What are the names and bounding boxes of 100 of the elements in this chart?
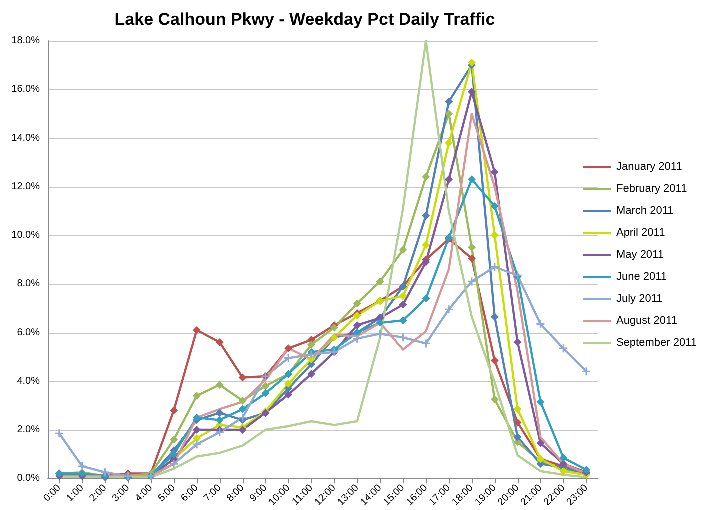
point <box>490 312 499 321</box>
point <box>101 468 110 477</box>
x-tick-label: 0:00 <box>42 482 64 504</box>
point <box>284 380 293 388</box>
point <box>445 139 454 148</box>
y-tick-label: 14.0% <box>12 132 40 144</box>
point <box>582 466 591 474</box>
chart-title: Lake Calhoun Pkwy - Weekday Pct Daily Traffic <box>114 10 496 29</box>
point <box>536 398 545 406</box>
y-tick-label: 12.0% <box>12 181 40 192</box>
y-tick-label: 6.0% <box>17 327 40 338</box>
point <box>376 278 384 286</box>
x-tick-label: 7:00 <box>202 482 224 504</box>
point <box>514 433 522 442</box>
point <box>582 368 591 376</box>
point <box>422 212 430 220</box>
point <box>536 320 545 328</box>
point <box>192 426 201 434</box>
point <box>330 324 338 332</box>
point <box>308 340 316 349</box>
y-tick-label: 18.0% <box>12 36 40 46</box>
y-tick-label: 2.0% <box>17 424 40 436</box>
point <box>422 241 430 250</box>
point <box>468 254 476 263</box>
point <box>216 381 224 390</box>
point <box>192 440 201 449</box>
point <box>376 319 384 328</box>
point <box>560 454 568 462</box>
point <box>399 300 408 309</box>
point <box>468 278 476 286</box>
point <box>78 462 86 470</box>
legend-label: May 2011 <box>616 249 664 261</box>
point <box>216 416 224 424</box>
x-tick-label: 5:00 <box>156 482 178 504</box>
y-tick-label: 0.0% <box>17 473 40 484</box>
point <box>376 330 384 338</box>
point <box>468 176 476 184</box>
point <box>192 326 201 334</box>
point <box>216 338 224 346</box>
x-tick-label: 3:00 <box>110 482 132 504</box>
point <box>192 392 201 400</box>
point <box>422 294 430 303</box>
point <box>560 467 568 476</box>
legend-label: July 2011 <box>616 293 663 305</box>
point <box>238 426 247 434</box>
x-tick-label: 4:00 <box>133 482 156 504</box>
point <box>536 439 545 448</box>
point <box>170 450 178 458</box>
point <box>216 409 224 417</box>
point <box>284 344 293 353</box>
point <box>490 263 499 272</box>
point <box>170 406 178 415</box>
point <box>353 334 362 343</box>
legend-label: April 2011 <box>616 227 666 239</box>
point <box>308 350 316 359</box>
point <box>284 354 293 362</box>
point <box>514 405 522 414</box>
y-tick-label: 8.0% <box>17 278 40 290</box>
x-tick-label: 1:00 <box>64 482 87 504</box>
legend-label: March 2011 <box>616 205 674 217</box>
point <box>490 356 499 365</box>
point <box>468 244 476 252</box>
point <box>445 306 454 314</box>
point <box>560 460 568 468</box>
point <box>514 338 522 346</box>
legend-label: January 2011 <box>616 161 682 173</box>
point <box>353 300 362 308</box>
point <box>422 173 430 182</box>
y-tick-label: 16.0% <box>12 84 40 96</box>
point <box>399 292 408 300</box>
legend-label: September 2011 <box>616 337 698 349</box>
point <box>445 98 454 106</box>
legend-label: February 2011 <box>616 183 688 195</box>
point <box>238 374 247 382</box>
point <box>490 232 499 240</box>
point <box>262 382 270 390</box>
x-tick-label: 6:00 <box>179 482 202 504</box>
point <box>238 396 247 405</box>
point <box>353 321 362 330</box>
point <box>445 176 454 184</box>
x-tick-label: 8:00 <box>225 482 247 504</box>
y-tick-label: 10.0% <box>12 230 40 242</box>
point <box>55 430 64 438</box>
x-tick-label: 9:00 <box>248 482 270 504</box>
point <box>170 460 178 468</box>
point <box>468 58 476 67</box>
point <box>422 258 430 266</box>
point <box>262 390 270 398</box>
point <box>399 334 408 342</box>
point <box>560 344 568 353</box>
point <box>192 434 201 443</box>
point <box>399 246 408 254</box>
point <box>284 390 293 399</box>
point <box>353 312 362 320</box>
point <box>399 316 408 325</box>
point <box>514 418 522 427</box>
point <box>170 436 178 444</box>
point <box>238 405 247 414</box>
point <box>422 340 430 348</box>
point <box>490 396 499 404</box>
